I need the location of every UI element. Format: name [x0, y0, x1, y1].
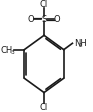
Text: O: O	[54, 15, 60, 24]
Text: 2: 2	[79, 43, 83, 48]
Text: Cl: Cl	[40, 102, 48, 111]
Text: S: S	[41, 15, 47, 24]
Text: NH: NH	[74, 38, 87, 47]
Text: Cl: Cl	[40, 0, 48, 9]
Text: 3: 3	[10, 50, 14, 55]
Text: O: O	[28, 15, 34, 24]
Text: CH: CH	[1, 45, 13, 54]
